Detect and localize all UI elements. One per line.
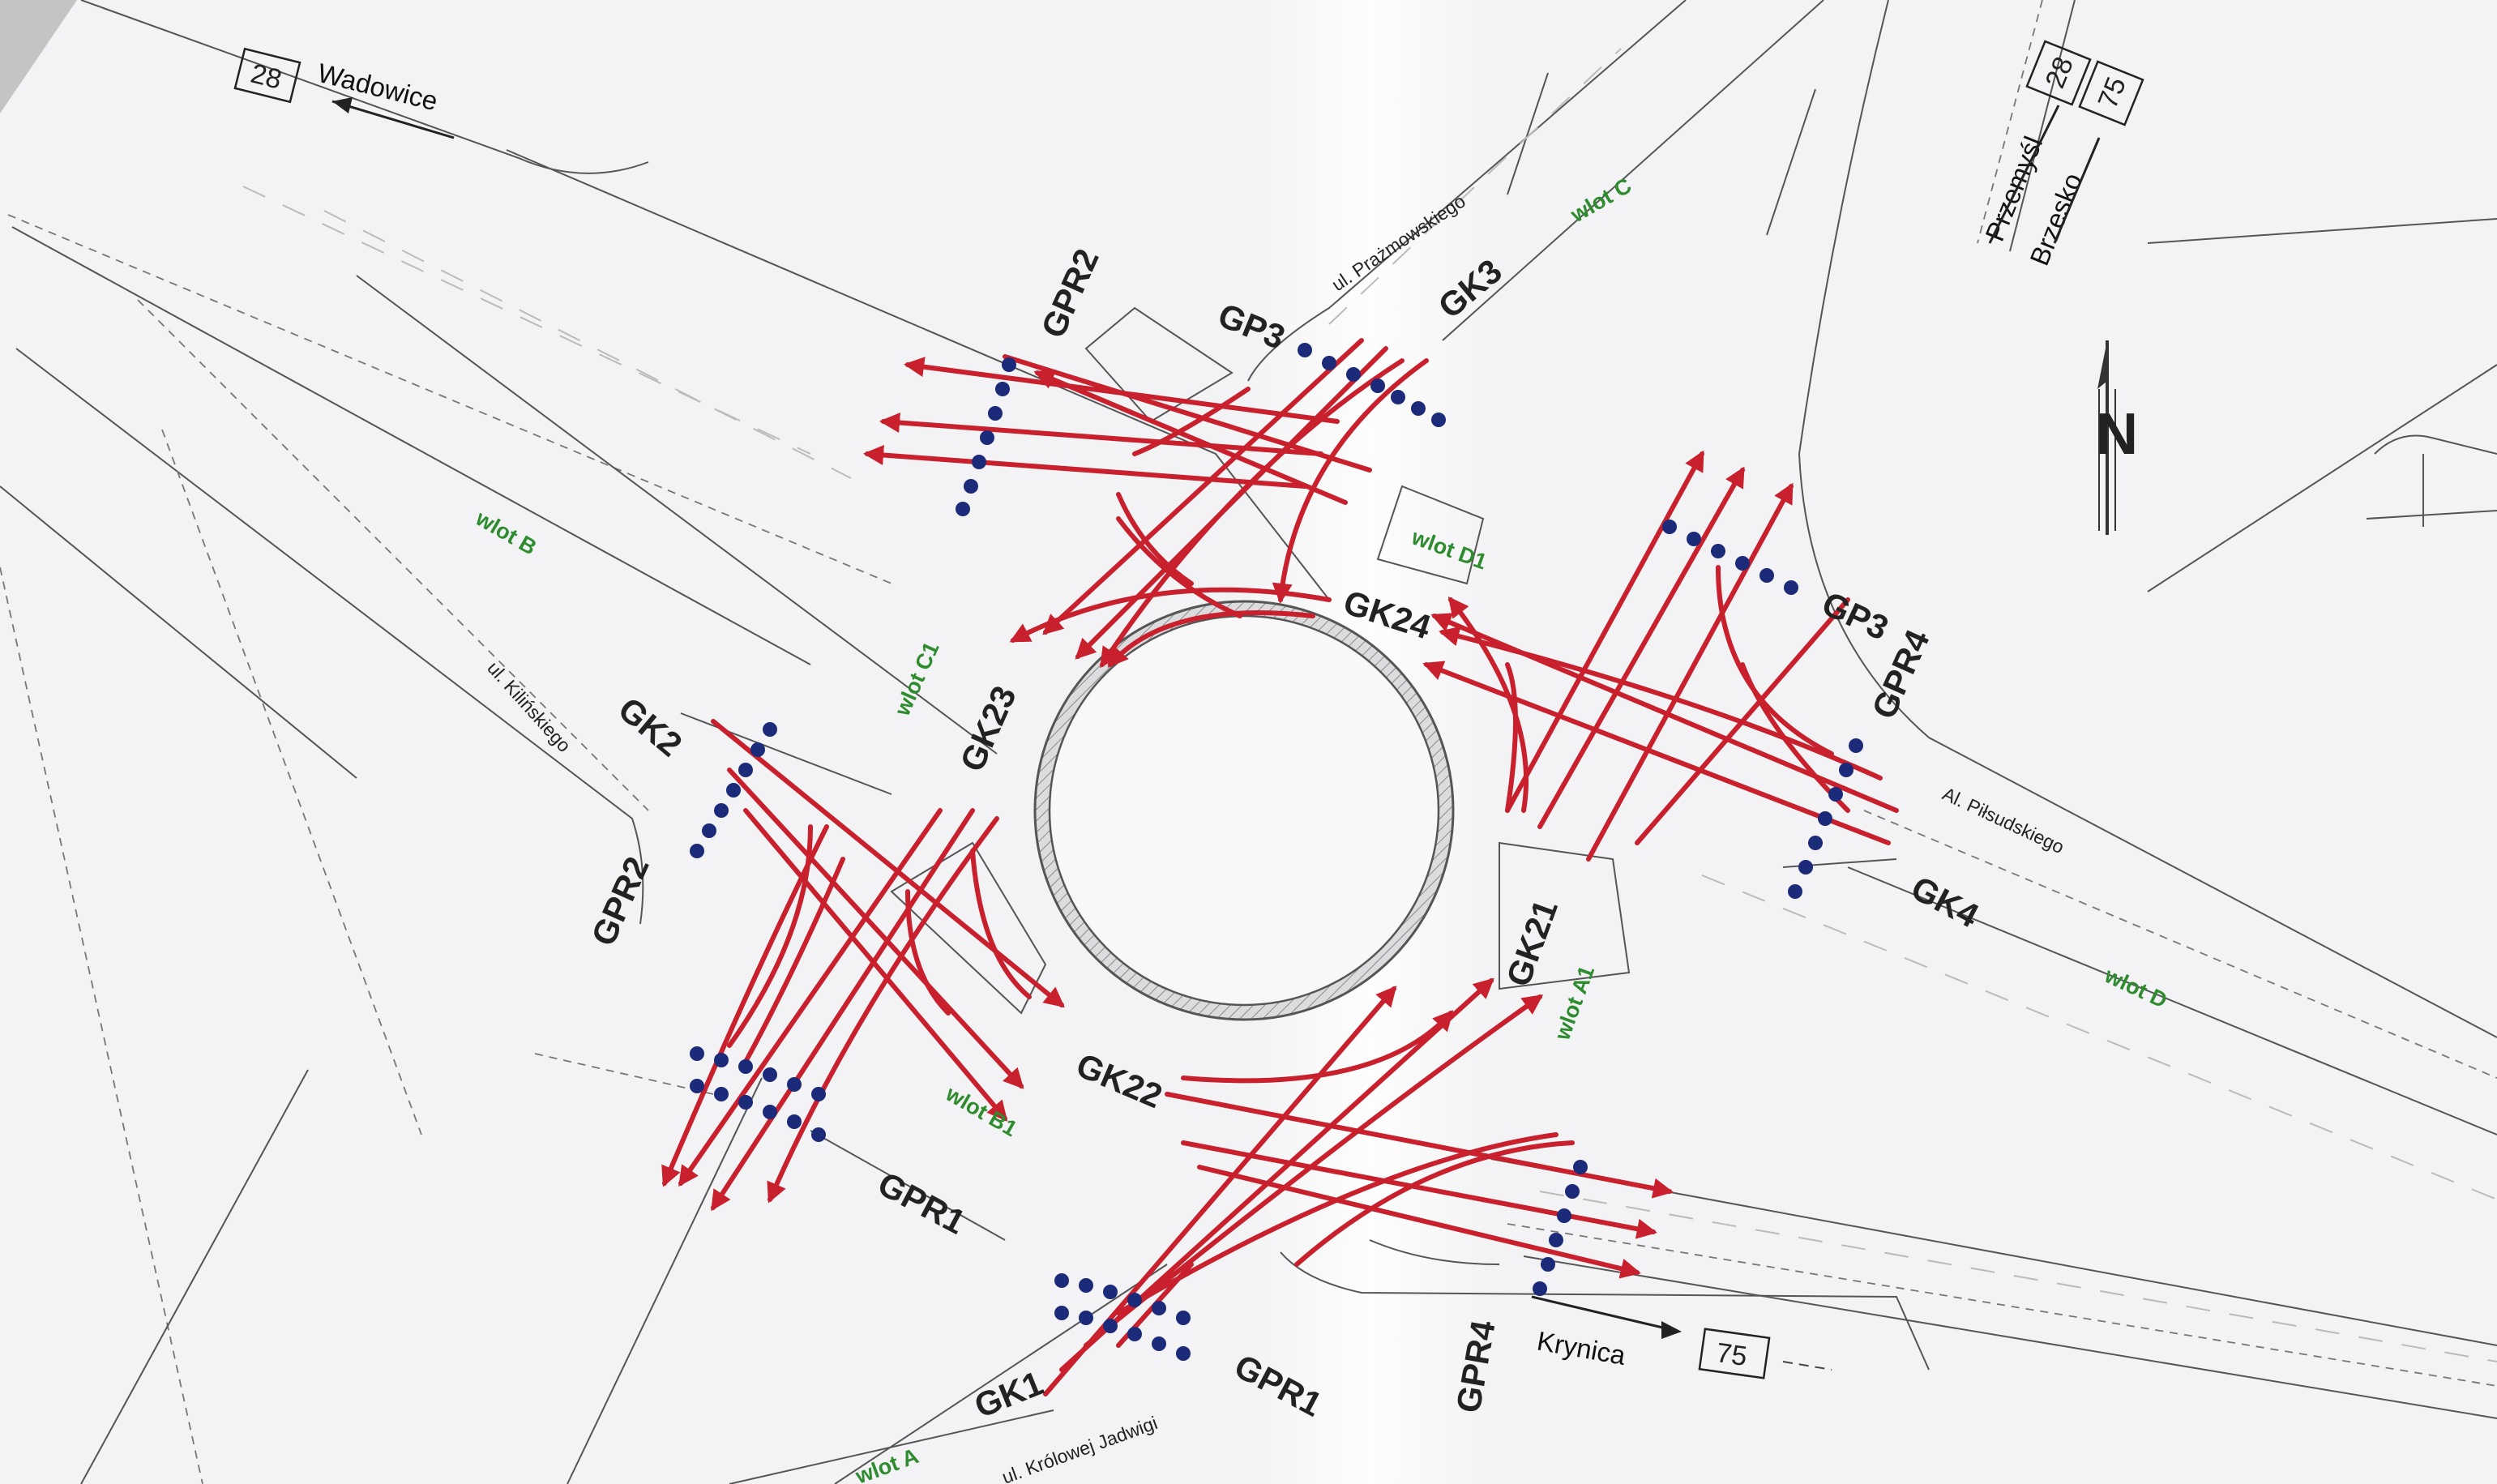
detector-rows: [690, 343, 1863, 1361]
detector-gpr2-west: [690, 722, 777, 858]
lane-markings: [242, 48, 2497, 1362]
detector-gp3-north: [1298, 343, 1446, 427]
detector-gpr1-south: [1054, 1273, 1191, 1361]
detector-gpr4-east: [1788, 738, 1863, 899]
detector-gpr4-south: [1533, 1160, 1588, 1296]
detector-gp3-east: [1662, 520, 1798, 595]
north-arrow-label: N: [2096, 402, 2138, 467]
detector-gpr1-west: [690, 1046, 826, 1142]
detector-gpr2-north: [956, 357, 1016, 516]
roundabout-center: [1033, 600, 1455, 1021]
route-number-krynica: 75: [1714, 1337, 1749, 1372]
route-number-wadowice: 28: [248, 58, 285, 96]
torn-corner: [0, 0, 77, 113]
north-arrow: N: [2096, 340, 2138, 535]
